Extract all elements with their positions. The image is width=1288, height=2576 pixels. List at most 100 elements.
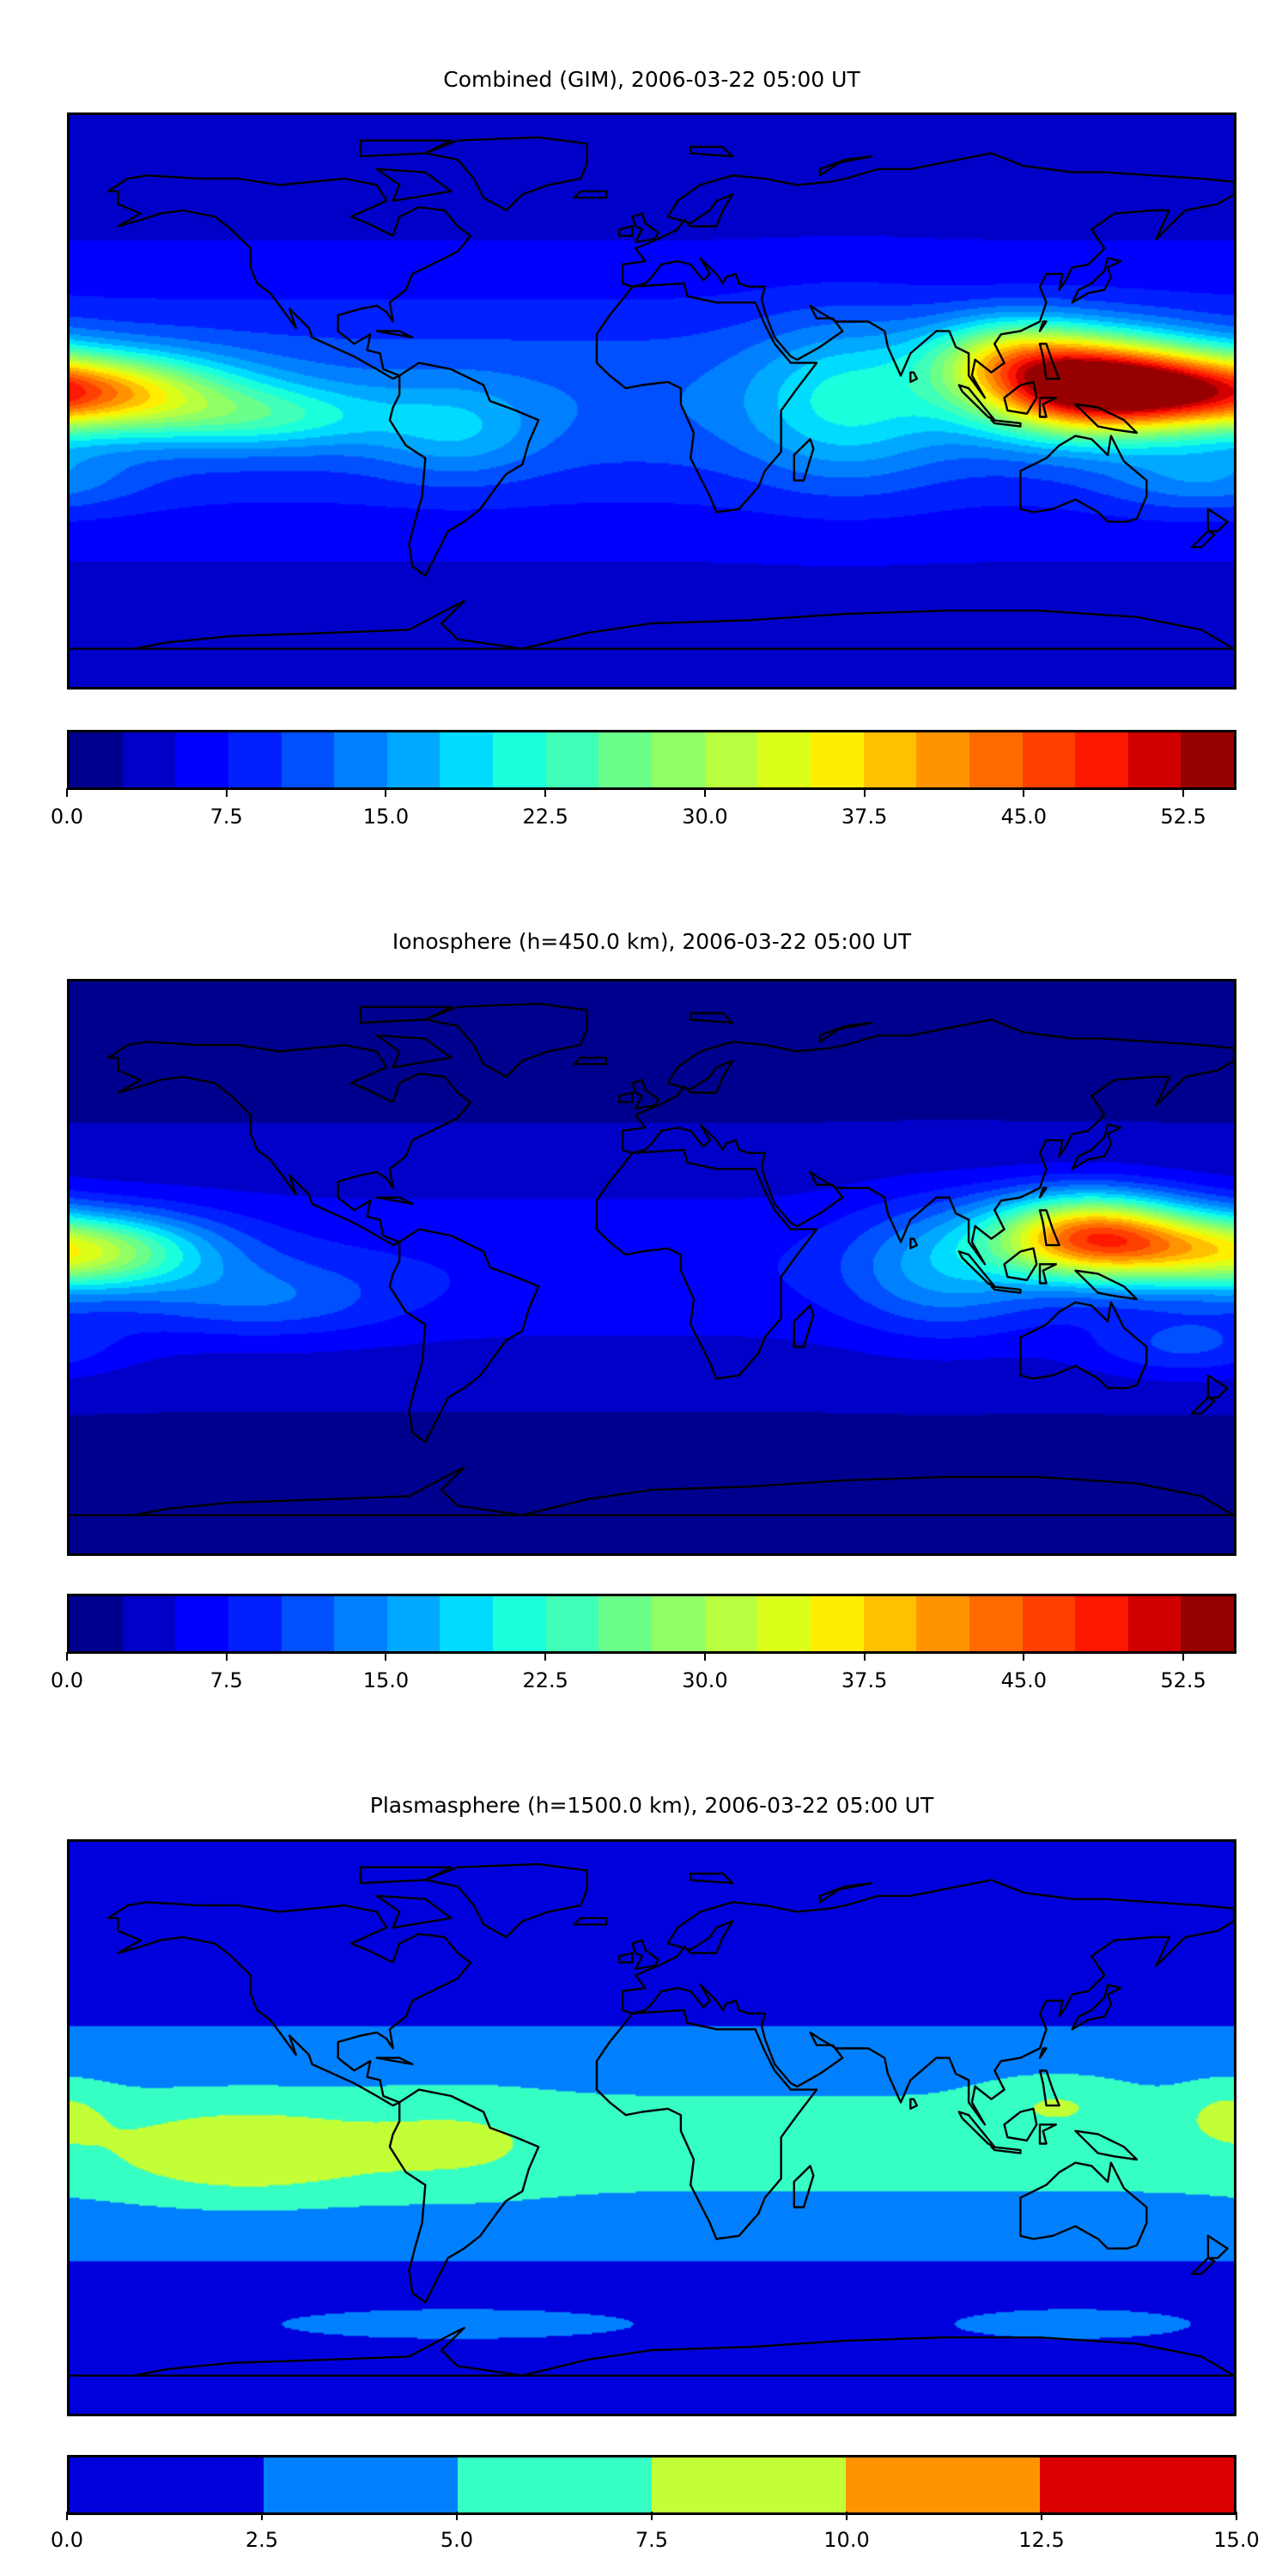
colorbar-bin: [440, 1596, 494, 1651]
colorbar-bin: [757, 1596, 811, 1651]
tick-mark: [66, 788, 68, 797]
coastline: [574, 1058, 607, 1064]
coastline: [992, 2147, 1021, 2153]
tick-label: 12.5: [1018, 2528, 1065, 2552]
colorbar-bin: [122, 1596, 176, 1651]
tick-mark: [846, 2512, 848, 2520]
coastline: [623, 153, 1234, 398]
colorbar-ticks-plasmasphere: 0.0 2.5 5.0 7.5 10.0 12.5 15.0: [51, 2512, 1260, 2563]
coastline: [1020, 2163, 1146, 2249]
tick-mark: [863, 1652, 866, 1661]
colorbar-bin: [175, 1596, 228, 1651]
coastline: [632, 214, 658, 242]
colorbar-tick: 30.0: [682, 788, 728, 831]
coastline: [361, 1007, 451, 1024]
coastline: [619, 227, 632, 236]
coastline: [690, 1013, 732, 1023]
coastline: [425, 1864, 586, 1937]
coastline: [377, 1896, 452, 1928]
coastline: [623, 1019, 1234, 1264]
map-title-combined: Combined (GIM), 2006-03-22 05:00 UT: [443, 67, 860, 92]
coastline: [425, 1004, 586, 1077]
colorbar-bin: [810, 732, 864, 787]
coastline: [1040, 322, 1047, 331]
tick-label: 37.5: [841, 805, 888, 829]
map-combined: [67, 112, 1236, 690]
coastline: [361, 1868, 451, 1884]
tick-mark: [1236, 2512, 1237, 2520]
coastline: [1040, 398, 1056, 416]
tick-label: 2.5: [245, 2528, 279, 2552]
tick-mark: [1023, 1652, 1025, 1661]
colorbar-bin: [70, 2458, 264, 2512]
tick-label: 5.0: [440, 2528, 474, 2552]
coastline: [1208, 1376, 1228, 1398]
coastline: [1192, 532, 1214, 548]
coastline: [794, 1305, 814, 1346]
colorbar-bin: [440, 732, 494, 787]
coastline: [1075, 1271, 1137, 1299]
coastline: [597, 283, 817, 512]
colorbar-tick: 37.5: [841, 1652, 887, 1695]
tick-label: 15.0: [1213, 2528, 1260, 2552]
colorbar-bin: [598, 1596, 653, 1651]
colorbar-bin: [70, 732, 123, 787]
colorbar-bin: [652, 732, 705, 787]
colorbar-bin: [1040, 2458, 1234, 2512]
colorbar-bin: [545, 1596, 599, 1651]
tick-label: 22.5: [522, 1668, 568, 1692]
colorbar-bin: [757, 732, 811, 787]
coastline: [820, 1883, 872, 1902]
tick-label: 0.0: [50, 2528, 84, 2552]
tick-mark: [544, 788, 547, 797]
coastline: [1020, 1303, 1146, 1388]
coastline: [1040, 1210, 1060, 1245]
colorbar-bin: [969, 1596, 1023, 1651]
coastline: [1192, 2258, 1214, 2275]
coastline: [619, 1093, 632, 1103]
colorbar-plasmasphere: [67, 2455, 1236, 2515]
coastlines: [70, 981, 1234, 1553]
colorbar-tick: 5.0: [440, 2512, 473, 2555]
tick-label: 52.5: [1160, 805, 1206, 829]
colorbar-tick: 7.5: [635, 2512, 668, 2555]
coastline: [1020, 436, 1146, 522]
colorbar-tick: 0.0: [51, 2512, 83, 2555]
colorbar-tick: 7.5: [210, 788, 243, 831]
colorbar-bin: [916, 732, 969, 787]
colorbar-bin: [228, 1596, 282, 1651]
coastline: [1072, 1125, 1121, 1170]
coastline: [992, 1286, 1021, 1292]
colorbar-bin: [281, 732, 335, 787]
tick-mark: [225, 788, 228, 797]
coastline: [820, 156, 872, 175]
tick-mark: [385, 1652, 387, 1661]
coastline: [70, 2328, 1234, 2376]
colorbar-bin: [281, 1596, 335, 1651]
colorbar-ticks-combined: 0.0 7.5 15.0 22.5 30.0 37.5 45.0 52.5: [51, 788, 1236, 840]
coastline: [70, 601, 1234, 649]
coastline: [377, 1198, 412, 1204]
coastline: [820, 1023, 872, 1042]
coastline: [632, 1941, 658, 1969]
colorbar-tick: 52.5: [1160, 1652, 1206, 1695]
tick-label: 45.0: [1000, 805, 1048, 829]
coastline: [992, 420, 1021, 426]
coastline: [108, 1042, 471, 1245]
colorbar-tick: 10.0: [823, 2512, 870, 2555]
colorbar-bin: [334, 1596, 387, 1651]
colorbar-bin: [545, 732, 599, 787]
colorbar-bin: [122, 732, 176, 787]
colorbar-tick: 7.5: [210, 1652, 243, 1695]
colorbar-bin: [598, 732, 653, 787]
colorbar-bin: [1181, 732, 1235, 787]
coastline: [390, 363, 538, 576]
colorbar-tick: 37.5: [841, 788, 887, 831]
tick-mark: [1182, 788, 1185, 797]
tick-mark: [1182, 1652, 1185, 1661]
coastline: [1072, 1985, 1121, 2030]
coastline: [108, 1902, 471, 2105]
colorbar-bin: [810, 1596, 864, 1651]
tick-label: 30.0: [682, 1668, 728, 1692]
colorbar-bin: [1181, 1596, 1235, 1651]
